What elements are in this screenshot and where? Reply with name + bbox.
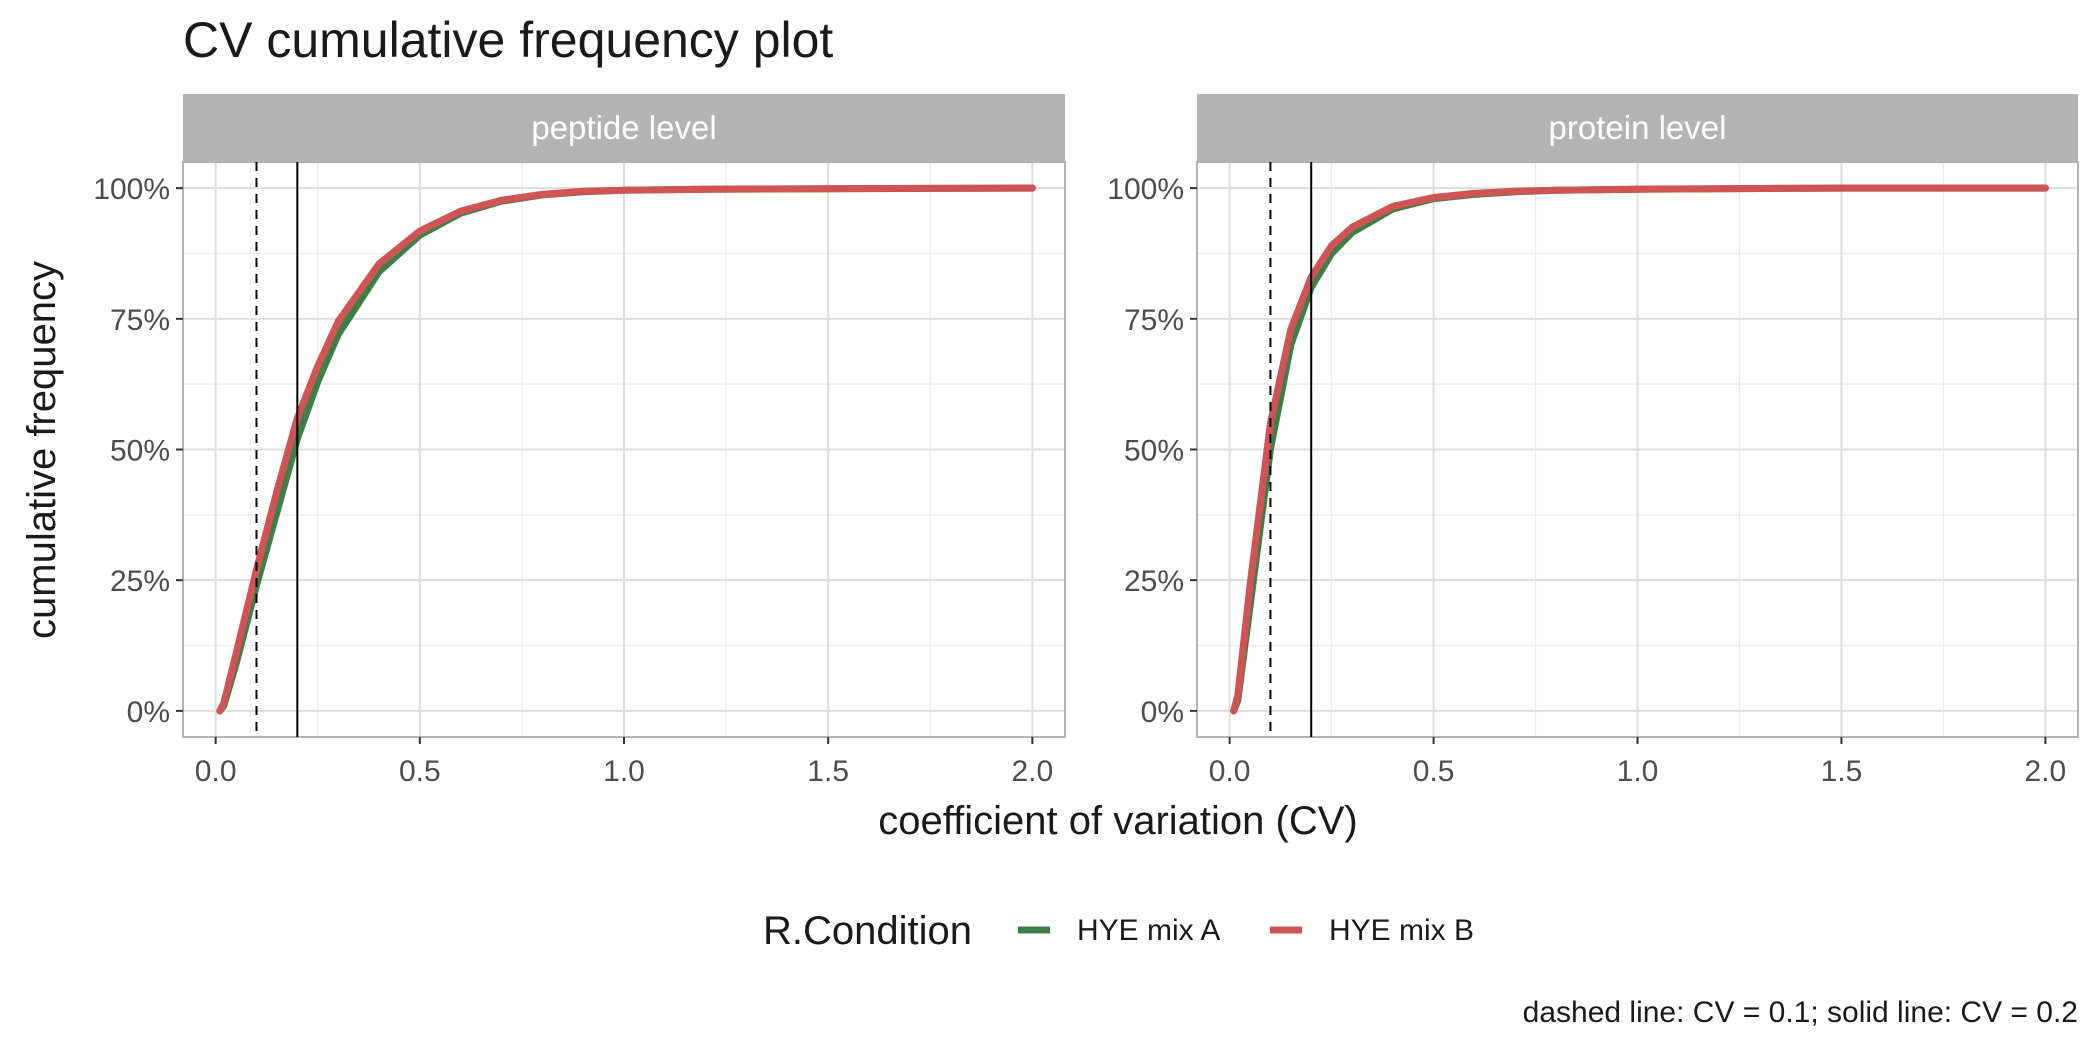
x-tick-label: 0.5 <box>1413 755 1455 788</box>
legend-title: R.Condition <box>763 909 972 953</box>
strip-label: protein level <box>1549 109 1727 146</box>
x-tick-label: 0.5 <box>399 755 441 788</box>
series-line-hye-mix-b <box>216 184 1036 715</box>
x-tick-label: 2.0 <box>2025 755 2067 788</box>
chart-caption: dashed line: CV = 0.1; solid line: CV = … <box>1523 996 2078 1029</box>
x-tick-label: 1.0 <box>603 755 645 788</box>
y-tick-label: 75% <box>1124 304 1184 337</box>
x-tick-label: 0.0 <box>1209 755 1251 788</box>
x-tick-label: 2.0 <box>1011 755 1053 788</box>
y-tick-label: 75% <box>110 304 170 337</box>
panels-container: peptide level 0.0 0.5 1.0 1.5 2.0 0% 25% 50% 75% 1… <box>93 94 2079 788</box>
y-tick-label: 25% <box>110 565 170 598</box>
strip-label: peptide level <box>531 109 716 146</box>
x-axis-title: coefficient of variation (CV) <box>878 799 1357 843</box>
strip-background <box>183 94 1065 162</box>
x-tick-label: 1.0 <box>1617 755 1659 788</box>
panel-2: protein level 0.0 0.5 1.0 1.5 2.0 0% 25% 50% 75% 1… <box>1107 94 2079 788</box>
strip-background <box>1197 94 2078 162</box>
legend-label-hye-mix-a: HYE mix A <box>1077 914 1220 947</box>
series-line-hye-mix-b <box>1230 184 2049 715</box>
y-tick-label: 100% <box>93 173 170 206</box>
y-tick-label: 50% <box>110 435 170 468</box>
panel-1: peptide level 0.0 0.5 1.0 1.5 2.0 0% 25% 50% 75% 1… <box>93 94 1066 788</box>
y-tick-label: 0% <box>127 696 170 729</box>
y-axis-title: cumulative frequency <box>20 261 64 639</box>
y-tick-label: 0% <box>1141 696 1184 729</box>
legend: R.Condition HYE mix A HYE mix B <box>763 909 1474 953</box>
x-tick-label: 1.5 <box>807 755 849 788</box>
chart-title: CV cumulative frequency plot <box>183 12 833 68</box>
y-tick-label: 100% <box>1107 173 1184 206</box>
legend-label-hye-mix-b: HYE mix B <box>1329 914 1474 947</box>
y-tick-label: 50% <box>1124 435 1184 468</box>
x-tick-label: 1.5 <box>1821 755 1863 788</box>
x-tick-label: 0.0 <box>195 755 237 788</box>
y-tick-label: 25% <box>1124 565 1184 598</box>
